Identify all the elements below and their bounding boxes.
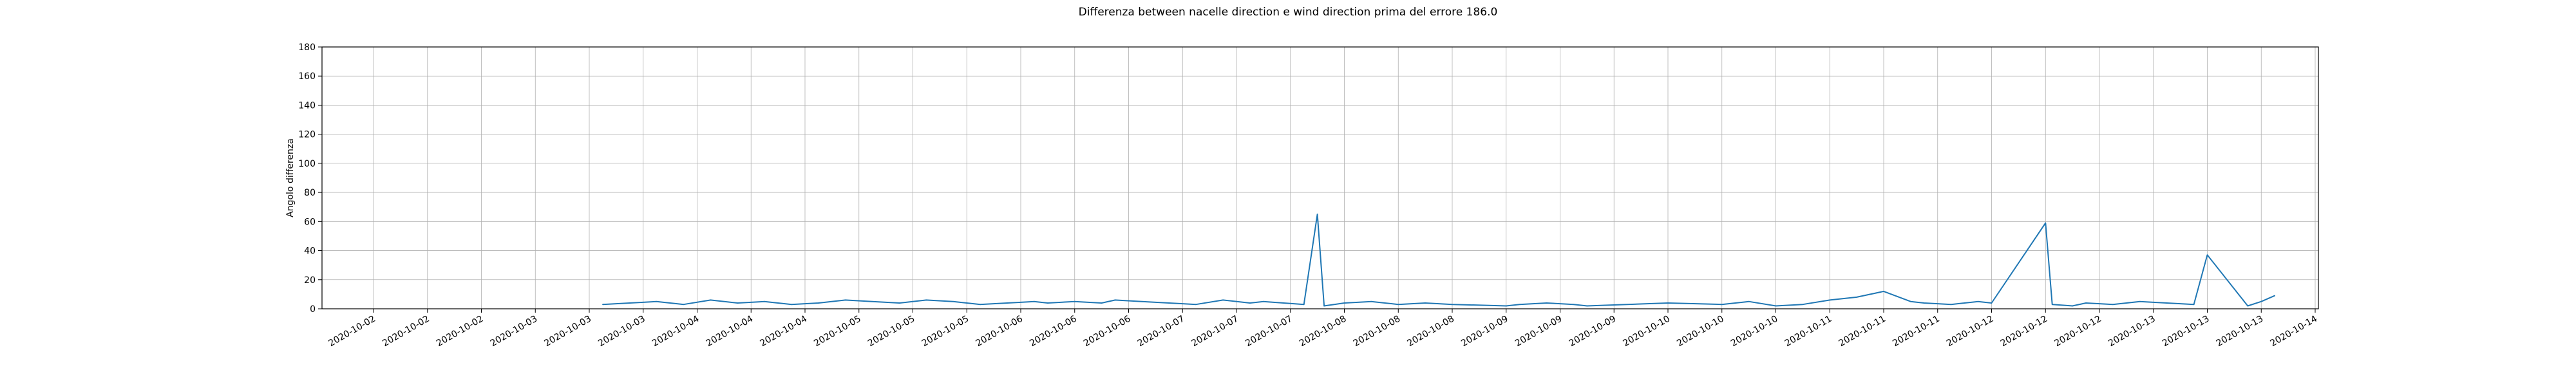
data-point bbox=[1007, 302, 1008, 304]
data-point bbox=[1222, 299, 1224, 301]
data-point bbox=[629, 302, 630, 304]
data-point bbox=[1667, 302, 1669, 304]
y-tick-label: 180 bbox=[298, 42, 316, 53]
y-tick-label: 60 bbox=[304, 217, 316, 227]
data-point bbox=[845, 299, 846, 301]
data-point bbox=[1343, 302, 1345, 304]
data-point bbox=[764, 300, 765, 302]
y-tick-label: 40 bbox=[304, 246, 316, 257]
data-point bbox=[898, 302, 900, 304]
data-point bbox=[2072, 305, 2073, 307]
data-point bbox=[1452, 304, 1453, 306]
data-point bbox=[1263, 300, 1264, 302]
y-tick-label: 100 bbox=[298, 159, 316, 169]
data-point bbox=[980, 304, 981, 306]
data-point bbox=[710, 299, 712, 301]
y-tick-label: 140 bbox=[298, 100, 316, 111]
y-axis-label: Angolo differenza bbox=[285, 138, 296, 217]
data-point bbox=[1883, 291, 1884, 292]
data-point bbox=[2206, 254, 2208, 256]
data-point bbox=[2260, 300, 2262, 302]
data-point bbox=[1802, 304, 1804, 306]
data-point bbox=[737, 302, 739, 304]
chart-title: Differenza between nacelle direction e w… bbox=[1079, 6, 1498, 19]
data-point bbox=[1748, 300, 1750, 302]
data-point bbox=[1370, 300, 1372, 302]
data-point bbox=[1924, 302, 1925, 304]
y-tick-label: 160 bbox=[298, 71, 316, 82]
data-point bbox=[2085, 302, 2087, 304]
data-point bbox=[2051, 304, 2053, 306]
data-point bbox=[1397, 304, 1399, 306]
data-point bbox=[1303, 304, 1305, 306]
y-tick-label: 80 bbox=[304, 188, 316, 198]
data-point bbox=[1425, 302, 1426, 304]
data-point bbox=[1316, 214, 1318, 215]
data-point bbox=[1047, 302, 1048, 304]
data-point bbox=[1074, 300, 1075, 302]
data-point bbox=[1114, 299, 1116, 301]
data-point bbox=[1195, 304, 1197, 306]
data-point bbox=[1141, 300, 1143, 302]
data-point bbox=[2045, 222, 2047, 224]
axes-frame bbox=[321, 46, 2319, 309]
data-point bbox=[2166, 302, 2168, 304]
data-point bbox=[1856, 297, 1857, 298]
data-point bbox=[1950, 304, 1952, 306]
data-point bbox=[2193, 304, 2195, 306]
data-point bbox=[683, 304, 685, 306]
data-point bbox=[1775, 305, 1777, 307]
data-point bbox=[952, 300, 954, 302]
y-tick-label: 0 bbox=[310, 304, 316, 315]
data-point bbox=[1249, 302, 1251, 304]
data-point bbox=[1323, 305, 1325, 307]
data-point bbox=[925, 299, 927, 301]
data-point bbox=[1977, 300, 1979, 302]
data-point bbox=[791, 304, 792, 306]
y-tick-label: 120 bbox=[298, 130, 316, 140]
data-point bbox=[1101, 302, 1103, 304]
data-point bbox=[1506, 305, 1507, 307]
plot-area bbox=[602, 214, 2275, 307]
data-point bbox=[2139, 300, 2141, 302]
data-point bbox=[1573, 304, 1575, 306]
data-point bbox=[1519, 304, 1520, 306]
data-point bbox=[656, 300, 658, 302]
data-point bbox=[1829, 299, 1831, 301]
data-point bbox=[1721, 304, 1723, 306]
data-point bbox=[1168, 302, 1170, 304]
data-point bbox=[871, 300, 873, 302]
data-point bbox=[1546, 302, 1548, 304]
data-point bbox=[602, 304, 603, 306]
data-point bbox=[2112, 304, 2114, 306]
data-point bbox=[1910, 300, 1911, 302]
data-point bbox=[2247, 305, 2249, 307]
data-point bbox=[2274, 295, 2275, 297]
data-point bbox=[1034, 300, 1035, 302]
data-point bbox=[818, 302, 819, 304]
data-point bbox=[1991, 302, 1993, 304]
y-tick-label: 20 bbox=[304, 275, 316, 286]
data-point bbox=[1586, 305, 1588, 307]
